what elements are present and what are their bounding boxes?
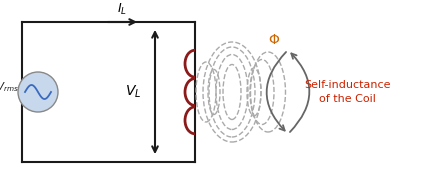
Text: Self-inductance
of the Coil: Self-inductance of the Coil xyxy=(304,80,391,104)
Text: $V_L$: $V_L$ xyxy=(125,84,141,100)
Text: $\Phi$: $\Phi$ xyxy=(268,33,280,47)
Text: $V_{rms}$: $V_{rms}$ xyxy=(0,80,19,94)
Circle shape xyxy=(18,72,58,112)
Text: $I_L$: $I_L$ xyxy=(117,2,128,17)
